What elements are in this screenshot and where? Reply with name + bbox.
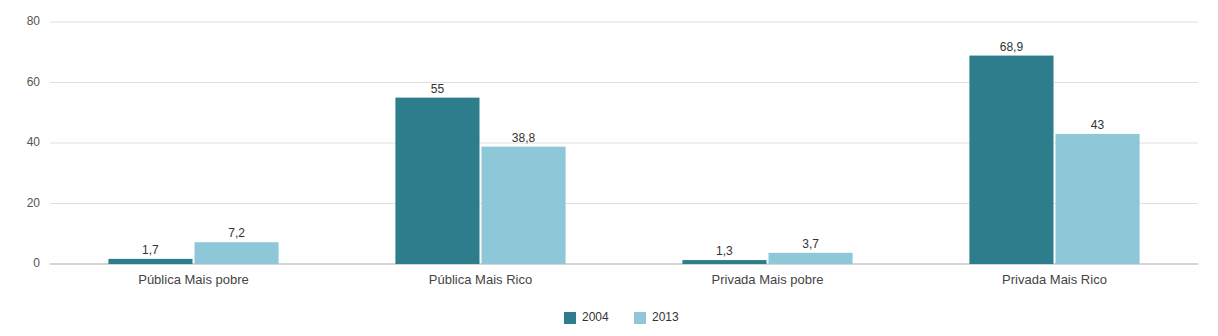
y-tick-label: 40: [27, 135, 41, 149]
bar: [195, 242, 279, 264]
x-tick-label: Privada Mais Rico: [1002, 272, 1107, 287]
legend-swatch: [564, 312, 576, 324]
bar: [108, 259, 192, 264]
bar: [1056, 134, 1140, 264]
x-tick-label: Pública Mais Rico: [429, 272, 532, 287]
x-axis: Pública Mais pobre Pública Mais Rico Priva…: [138, 272, 1107, 287]
data-label: 55: [431, 82, 445, 96]
y-tick-label: 80: [27, 14, 41, 28]
data-label: 1,7: [142, 243, 159, 257]
chart-container: 0 20 40 60 80 1,7 55 1,3 68,9 7,2 38,8 3,7 43 Pública…: [0, 0, 1218, 336]
data-labels: 1,7 55 1,3 68,9 7,2 38,8 3,7 43: [142, 40, 1104, 258]
bar: [395, 98, 479, 264]
data-label: 3,7: [802, 237, 819, 251]
x-tick-label: Privada Mais pobre: [712, 272, 824, 287]
bar: [482, 147, 566, 264]
grid-line: [50, 22, 1198, 23]
grid: [50, 22, 1198, 264]
legend-label: 2013: [652, 310, 679, 324]
data-label: 7,2: [228, 226, 245, 240]
bars: [108, 56, 1139, 264]
y-axis: 0 20 40 60 80: [27, 14, 41, 270]
data-label: 68,9: [1000, 40, 1024, 54]
bar: [769, 253, 853, 264]
legend: 2004 2013: [564, 310, 679, 324]
y-tick-label: 0: [33, 256, 40, 270]
data-label: 1,3: [716, 244, 733, 258]
chart: 0 20 40 60 80 1,7 55 1,3 68,9 7,2 38,8 3,7 43 Pública…: [0, 0, 1218, 336]
x-tick-label: Pública Mais pobre: [138, 272, 249, 287]
y-tick-label: 60: [27, 75, 41, 89]
bar: [969, 56, 1053, 264]
bar: [682, 260, 766, 264]
legend-swatch: [634, 312, 646, 324]
legend-label: 2004: [582, 310, 609, 324]
data-label: 38,8: [512, 131, 536, 145]
data-label: 43: [1091, 118, 1105, 132]
y-tick-label: 20: [27, 196, 41, 210]
